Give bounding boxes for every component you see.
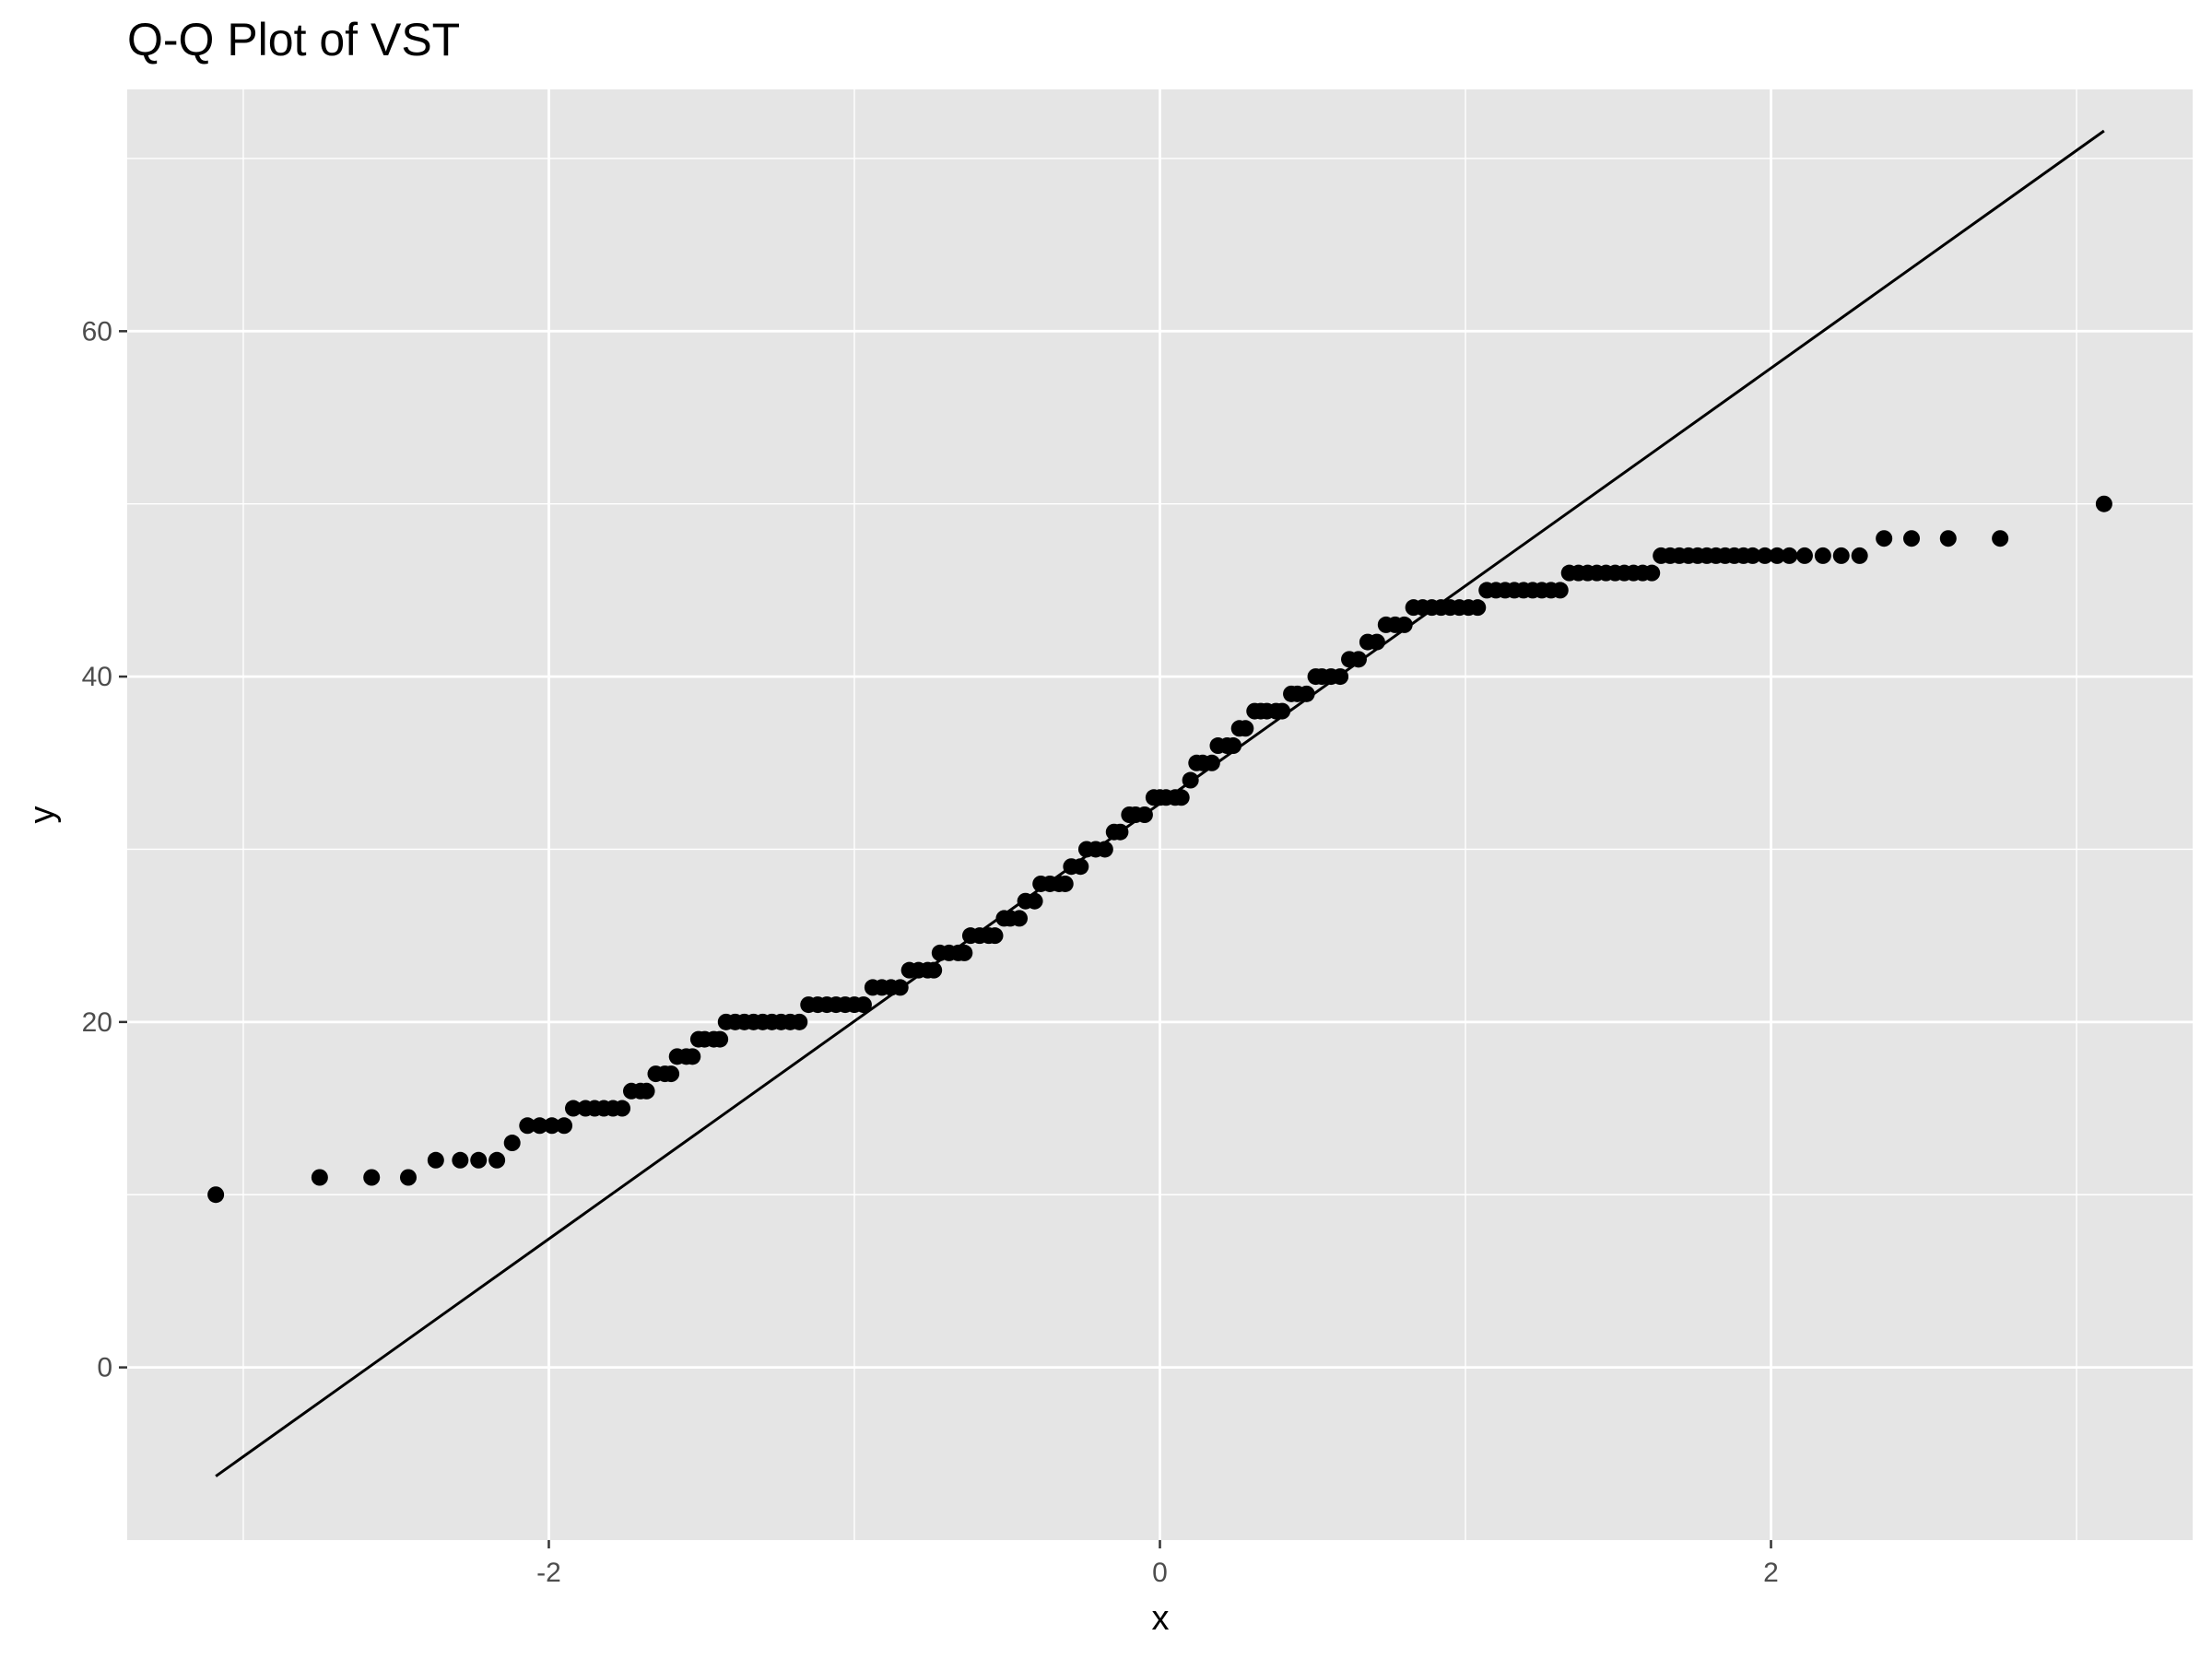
data-point: [1368, 633, 1385, 651]
data-point: [556, 1117, 573, 1135]
data-point: [925, 961, 943, 979]
data-point: [1814, 547, 1831, 564]
data-point: [1876, 530, 1893, 547]
data-point: [712, 1030, 729, 1048]
data-point: [1203, 754, 1220, 771]
data-point: [1182, 771, 1199, 789]
data-point: [684, 1048, 701, 1065]
data-point: [1551, 582, 1569, 599]
y-tick-label: 60: [82, 316, 112, 347]
data-point: [1939, 530, 1957, 547]
data-point: [614, 1100, 631, 1117]
grid-lines: [127, 89, 2193, 1540]
data-point: [1237, 720, 1254, 737]
y-tick-label: 40: [82, 662, 112, 692]
y-axis-title: y: [23, 806, 62, 824]
data-point: [891, 979, 909, 996]
data-point: [399, 1169, 417, 1186]
x-tick-label: -2: [536, 1558, 561, 1588]
data-points: [207, 495, 2112, 1204]
data-point: [1056, 875, 1074, 892]
data-point: [531, 1117, 548, 1135]
data-point: [638, 1082, 655, 1100]
data-point: [663, 1065, 680, 1083]
data-point: [427, 1151, 444, 1169]
data-point: [1769, 547, 1786, 564]
data-point: [1349, 651, 1367, 668]
data-point: [1225, 737, 1242, 755]
data-point: [1395, 616, 1413, 633]
y-tick-label: 20: [82, 1007, 112, 1038]
x-tick-label: 2: [1763, 1558, 1779, 1588]
data-point: [1756, 547, 1773, 564]
x-tick-label: 0: [1152, 1558, 1168, 1588]
data-point: [1096, 841, 1113, 858]
data-point: [1011, 910, 1029, 927]
data-point: [363, 1169, 381, 1186]
data-point: [503, 1135, 521, 1152]
data-point: [1135, 806, 1153, 823]
data-point: [1172, 789, 1190, 806]
data-point: [1781, 547, 1798, 564]
data-point: [956, 944, 973, 961]
data-point: [470, 1151, 488, 1169]
data-point: [1274, 702, 1291, 720]
data-point: [488, 1151, 506, 1169]
chart-title: Q-Q Plot of VST: [127, 14, 460, 65]
data-point: [854, 996, 872, 1014]
data-point: [1992, 530, 2009, 547]
x-axis-title: x: [1152, 1599, 1170, 1638]
data-point: [519, 1117, 536, 1135]
data-point: [543, 1117, 560, 1135]
data-point: [565, 1100, 582, 1117]
data-point: [1026, 892, 1043, 910]
data-point: [452, 1151, 469, 1169]
data-point: [207, 1186, 225, 1204]
data-point: [2095, 495, 2112, 512]
y-tick-label: 0: [97, 1353, 112, 1383]
data-point: [1832, 547, 1850, 564]
data-point: [1851, 547, 1868, 564]
data-point: [1795, 547, 1813, 564]
data-point: [1469, 599, 1487, 617]
data-point: [1903, 530, 1921, 547]
data-point: [791, 1013, 808, 1030]
data-point: [986, 927, 1004, 945]
data-point: [1298, 685, 1315, 702]
data-point: [311, 1169, 328, 1186]
data-point: [1072, 858, 1089, 876]
data-point: [1112, 823, 1129, 841]
data-point: [1744, 547, 1761, 564]
data-point: [1332, 668, 1349, 686]
data-point: [1643, 564, 1661, 582]
